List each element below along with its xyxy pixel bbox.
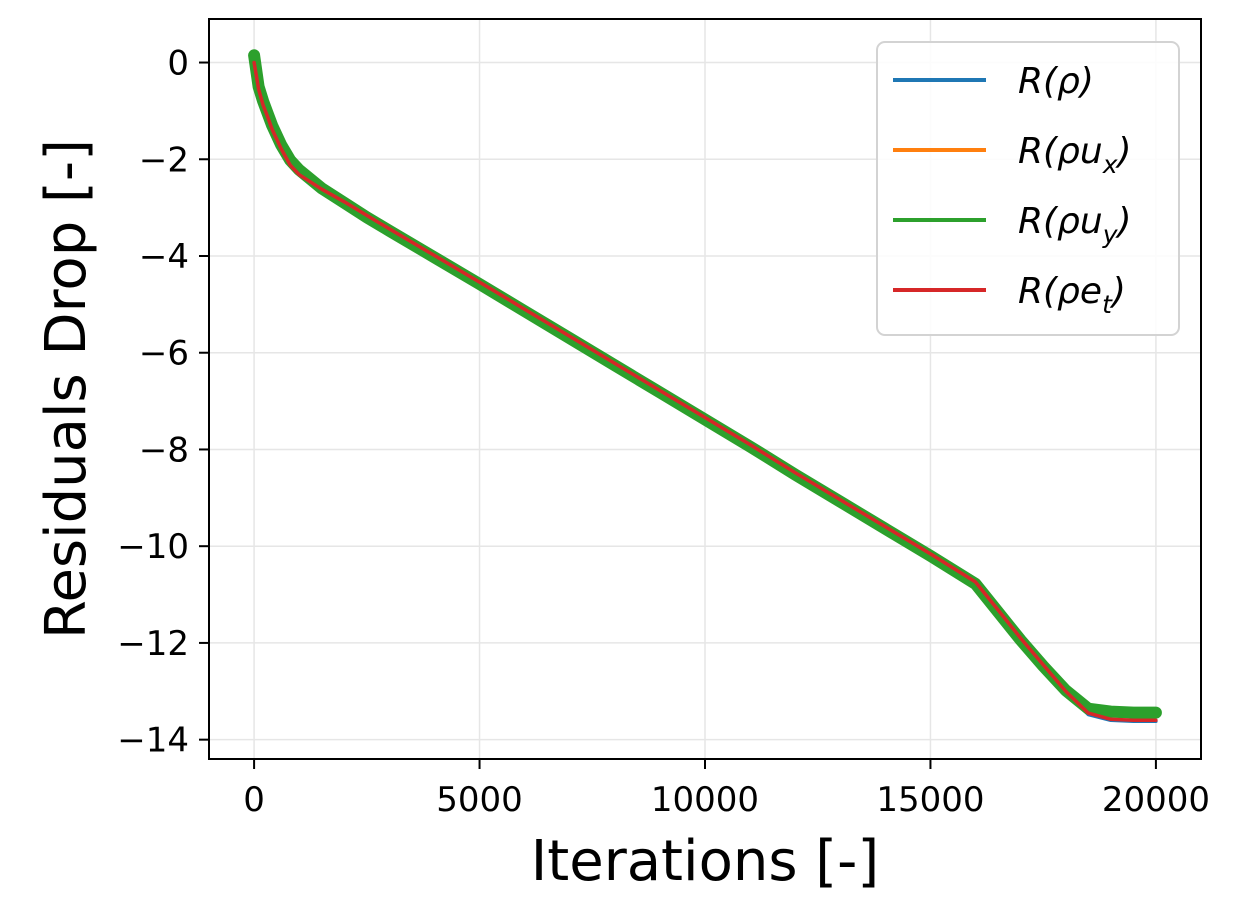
y-axis-label: Residuals Drop [-] [34,139,99,639]
axis-ticks: 0 5000 10000 15000 20000 0 −2 −4 −6 −8 −10 −12 −14 [117,44,1210,820]
y-tick-label: −12 [117,624,189,664]
x-tick-label: 0 [243,780,265,820]
legend-label-3: R(ρet) [1018,271,1126,319]
legend-box [876,41,1180,336]
x-tick-label: 10000 [651,780,759,820]
x-axis-label: Iterations [-] [531,829,879,894]
grid-lines [209,19,1201,759]
y-tick-label: −14 [117,721,189,761]
series-lines [248,49,1162,724]
x-tick-label: 20000 [1102,780,1210,820]
x-tick-label: 15000 [876,780,984,820]
y-tick-label: 0 [167,44,189,84]
legend-label-1: R(ρux) [1018,131,1132,179]
y-tick-label: −6 [139,334,189,374]
x-tick-label: 5000 [436,780,523,820]
legend: R(ρ) R(ρux) R(ρuy) R(ρet) [876,41,1180,336]
y-tick-label: −10 [117,527,189,567]
y-tick-label: −8 [139,430,189,470]
legend-label-2: R(ρuy) [1018,201,1132,249]
y-tick-label: −4 [139,237,189,277]
y-tick-label: −2 [139,140,189,180]
series-line-3 [252,60,1158,723]
legend-label-0: R(ρ) [1018,61,1094,102]
